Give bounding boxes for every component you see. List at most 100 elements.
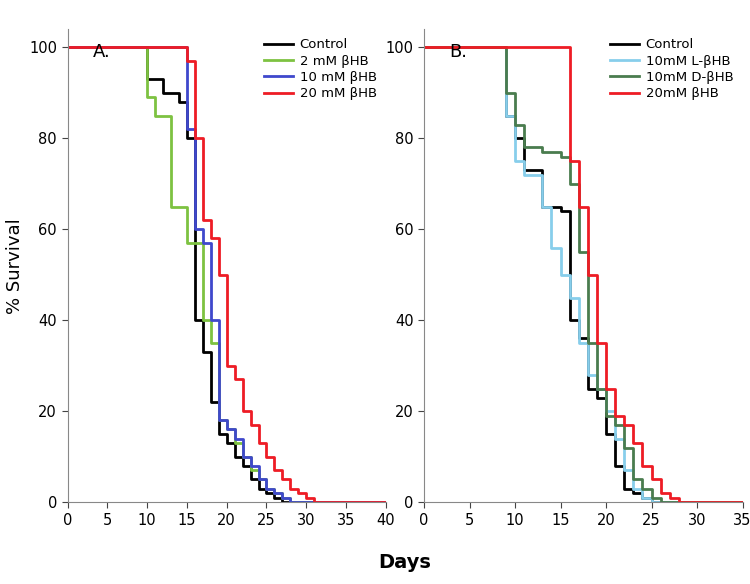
Control (511, 135, 520, 142)
Control (190, 317, 200, 324)
10mM L-βHB (556, 244, 565, 251)
10mM L-βHB (647, 499, 656, 506)
20 mM βHB (198, 135, 207, 142)
20mM βHB (602, 385, 610, 392)
Control (238, 463, 247, 470)
Control (270, 489, 279, 496)
20 mM βHB (334, 499, 343, 506)
10mM L-βHB (520, 158, 529, 165)
10mM L-βHB (602, 385, 610, 392)
20 mM βHB (246, 408, 255, 415)
20mM βHB (701, 499, 710, 506)
20mM βHB (647, 463, 656, 470)
10 mM βHB (286, 499, 295, 506)
Control (592, 385, 602, 392)
10mM L-βHB (638, 494, 647, 501)
10mM L-βHB (628, 467, 638, 474)
10mM D-βHB (566, 180, 574, 187)
Control (638, 489, 647, 496)
20mM βHB (665, 489, 674, 496)
Control (63, 44, 72, 51)
10mM D-βHB (574, 180, 584, 187)
2 mM βHB (238, 453, 247, 460)
20mM βHB (692, 499, 701, 506)
20mM βHB (584, 272, 592, 279)
10 mM βHB (198, 226, 207, 233)
20 mM βHB (382, 499, 391, 506)
Control (230, 453, 239, 460)
20 mM βHB (230, 362, 239, 369)
2 mM βHB (182, 239, 191, 246)
Line: Control: Control (424, 47, 742, 502)
10mM L-βHB (566, 272, 574, 279)
Control (302, 499, 310, 506)
Control (584, 385, 592, 392)
20 mM βHB (302, 489, 310, 496)
10mM L-βHB (538, 171, 547, 178)
10 mM βHB (222, 426, 231, 433)
10mM L-βHB (620, 435, 628, 442)
2 mM βHB (246, 453, 255, 460)
10mM L-βHB (665, 499, 674, 506)
10 mM βHB (318, 499, 327, 506)
10 mM βHB (262, 485, 271, 492)
2 mM βHB (294, 499, 303, 506)
10mM D-βHB (556, 148, 565, 155)
Control (566, 208, 574, 215)
20 mM βHB (326, 499, 334, 506)
10 mM βHB (230, 435, 239, 442)
Control (286, 499, 295, 506)
2 mM βHB (142, 94, 152, 101)
20 mM βHB (310, 499, 319, 506)
10mM D-βHB (665, 499, 674, 506)
20mM βHB (584, 203, 592, 210)
2 mM βHB (278, 489, 287, 496)
2 mM βHB (166, 203, 176, 210)
20mM βHB (574, 203, 584, 210)
2 mM βHB (222, 426, 231, 433)
10mM L-βHB (638, 485, 647, 492)
Text: A.: A. (93, 43, 111, 61)
20mM βHB (638, 440, 647, 447)
2 mM βHB (182, 203, 191, 210)
20mM βHB (502, 44, 511, 51)
10mM L-βHB (656, 499, 665, 506)
Control (198, 349, 207, 356)
Control (142, 44, 152, 51)
Control (574, 335, 584, 342)
10mM D-βHB (511, 89, 520, 96)
20 mM βHB (206, 235, 215, 242)
10 mM βHB (206, 239, 215, 246)
Control (647, 499, 656, 506)
20 mM βHB (334, 499, 343, 506)
10mM D-βHB (610, 412, 620, 419)
20 mM βHB (206, 217, 215, 224)
10 mM βHB (182, 44, 191, 51)
10mM L-βHB (656, 499, 665, 506)
Line: Control: Control (68, 47, 386, 502)
2 mM βHB (198, 317, 207, 324)
20mM βHB (692, 499, 701, 506)
10mM L-βHB (584, 371, 592, 378)
2 mM βHB (246, 467, 255, 474)
10 mM βHB (270, 489, 279, 496)
10mM D-βHB (584, 249, 592, 256)
Control (278, 494, 287, 501)
20 mM βHB (246, 422, 255, 429)
20mM βHB (628, 440, 638, 447)
10mM L-βHB (628, 485, 638, 492)
2 mM βHB (318, 499, 327, 506)
Control (278, 499, 287, 506)
20 mM βHB (270, 453, 279, 460)
20 mM βHB (238, 408, 247, 415)
10 mM βHB (302, 499, 310, 506)
10 mM βHB (246, 463, 255, 470)
10mM L-βHB (602, 408, 610, 415)
10mM L-βHB (592, 371, 602, 378)
2 mM βHB (214, 417, 223, 424)
Control (262, 485, 271, 492)
10mM D-βHB (620, 422, 628, 429)
20 mM βHB (318, 499, 327, 506)
20mM βHB (656, 489, 665, 496)
10mM L-βHB (566, 294, 574, 301)
